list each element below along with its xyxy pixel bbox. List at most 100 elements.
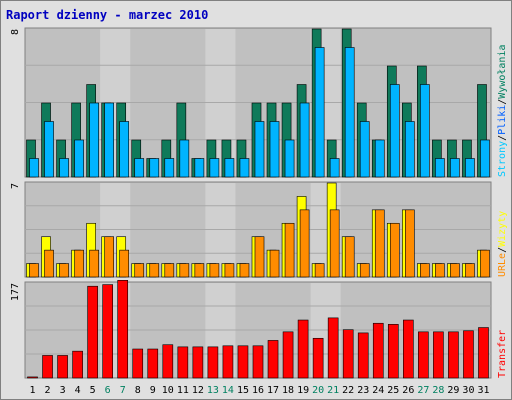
- middle-bar-urle: [374, 209, 385, 278]
- bottom-bar-transfer: [387, 324, 399, 379]
- bottom-bar-transfer: [147, 348, 159, 379]
- middle-bar-urle: [329, 209, 340, 278]
- day-label: 14: [222, 385, 234, 396]
- middle-bar-urle: [74, 249, 84, 278]
- bottom-bar-transfer: [27, 376, 38, 379]
- top-bar-pliki: [420, 84, 430, 178]
- top-bar-pliki: [119, 121, 130, 178]
- bottom-legend: Transfer: [497, 330, 508, 378]
- top-bar-pliki: [29, 158, 39, 178]
- top-bar-pliki: [359, 121, 370, 178]
- bottom-bar-transfer: [222, 345, 234, 379]
- middle-bar-urle: [284, 222, 295, 278]
- day-label: 30: [462, 385, 474, 396]
- top-bar-pliki: [465, 158, 475, 178]
- middle-bar-urle: [480, 249, 490, 278]
- middle-bar-urle: [299, 209, 310, 278]
- middle-bar-urle: [344, 236, 355, 278]
- bottom-bar-transfer: [342, 329, 354, 379]
- top-bar-pliki: [89, 102, 99, 178]
- day-label: 5: [90, 385, 96, 396]
- top-bar-pliki: [405, 121, 415, 178]
- top-bar-pliki: [254, 121, 265, 178]
- day-label: 23: [357, 385, 369, 396]
- middle-legend: URLe/Wizyty: [497, 211, 508, 277]
- day-label: 8: [135, 385, 141, 396]
- legend-label: URLe: [497, 253, 508, 277]
- middle-bar-urle: [134, 263, 145, 278]
- day-label: 17: [267, 385, 279, 396]
- top-bar-pliki: [134, 158, 145, 178]
- legend-label: Transfer: [497, 330, 508, 378]
- middle-bar-urle: [465, 263, 475, 278]
- legend-label: /: [497, 247, 508, 253]
- bottom-bar-transfer: [132, 348, 144, 379]
- middle-bar-urle: [44, 249, 54, 278]
- bottom-bar-transfer: [478, 327, 489, 379]
- middle-bar-urle: [420, 263, 430, 278]
- day-label: 10: [162, 385, 174, 396]
- bottom-bar-transfer: [297, 319, 309, 379]
- middle-bar-urle: [104, 236, 114, 278]
- bottom-bar-transfer: [312, 337, 324, 379]
- bottom-bar-transfer: [42, 355, 53, 379]
- day-label: 11: [177, 385, 189, 396]
- middle-bar-urle: [224, 263, 235, 278]
- top-bar-pliki: [299, 102, 310, 178]
- bottom-bar-transfer: [282, 331, 294, 379]
- top-bar-pliki: [224, 158, 235, 178]
- day-label: 12: [192, 385, 204, 396]
- bottom-bar-transfer: [252, 345, 264, 379]
- day-label: 7: [120, 385, 126, 396]
- middle-bar-urle: [254, 236, 265, 278]
- bottom-bar-transfer: [72, 350, 83, 379]
- middle-bar-urle: [89, 249, 99, 278]
- legend-label: Wizyty: [497, 211, 508, 247]
- bottom-bar-transfer: [237, 345, 249, 379]
- day-label: 21: [327, 385, 339, 396]
- middle-bar-urle: [269, 249, 280, 278]
- top-bar-pliki: [314, 47, 325, 178]
- bottom-bar-transfer: [162, 344, 174, 379]
- day-label: 31: [477, 385, 489, 396]
- middle-bar-urle: [194, 263, 205, 278]
- bottom-bar-transfer: [418, 331, 429, 379]
- bottom-bar-transfer: [463, 330, 474, 379]
- bottom-bar-transfer: [448, 331, 459, 379]
- day-label: 28: [432, 385, 444, 396]
- top-bar-pliki: [149, 158, 160, 178]
- middle-bar-urle: [450, 263, 460, 278]
- day-label: 16: [252, 385, 264, 396]
- day-label: 24: [372, 385, 384, 396]
- day-label: 26: [402, 385, 414, 396]
- top-bar-pliki: [435, 158, 445, 178]
- legend-label: Wywołania: [497, 45, 508, 99]
- day-label: 9: [150, 385, 156, 396]
- bottom-bar-transfer: [192, 346, 204, 379]
- day-label: 3: [60, 385, 66, 396]
- middle-bar-urle: [359, 263, 370, 278]
- top-bar-pliki: [104, 102, 114, 178]
- day-label: 19: [297, 385, 309, 396]
- bottom-bar-transfer: [177, 346, 189, 379]
- chart-title: Raport dzienny - marzec 2010: [6, 8, 208, 22]
- middle-bar-urle: [149, 263, 160, 278]
- bottom-bar-transfer: [87, 285, 98, 379]
- day-label: 25: [387, 385, 399, 396]
- legend-label: Strony: [497, 141, 508, 177]
- day-label: 6: [105, 385, 111, 396]
- day-label: 20: [312, 385, 324, 396]
- bottom-bar-transfer: [207, 346, 219, 379]
- top-bar-pliki: [269, 121, 280, 178]
- top-bar-pliki: [209, 158, 220, 178]
- top-bar-pliki: [284, 139, 295, 178]
- legend-label: Pliki: [497, 105, 508, 135]
- top-legend: Strony/Pliki/Wywołania: [497, 45, 508, 177]
- day-label: 29: [447, 385, 459, 396]
- top-bar-pliki: [239, 158, 250, 178]
- middle-bar-urle: [389, 222, 400, 278]
- top-bar-pliki: [164, 158, 175, 178]
- top-bar-pliki: [480, 139, 490, 178]
- top-bar-pliki: [450, 158, 460, 178]
